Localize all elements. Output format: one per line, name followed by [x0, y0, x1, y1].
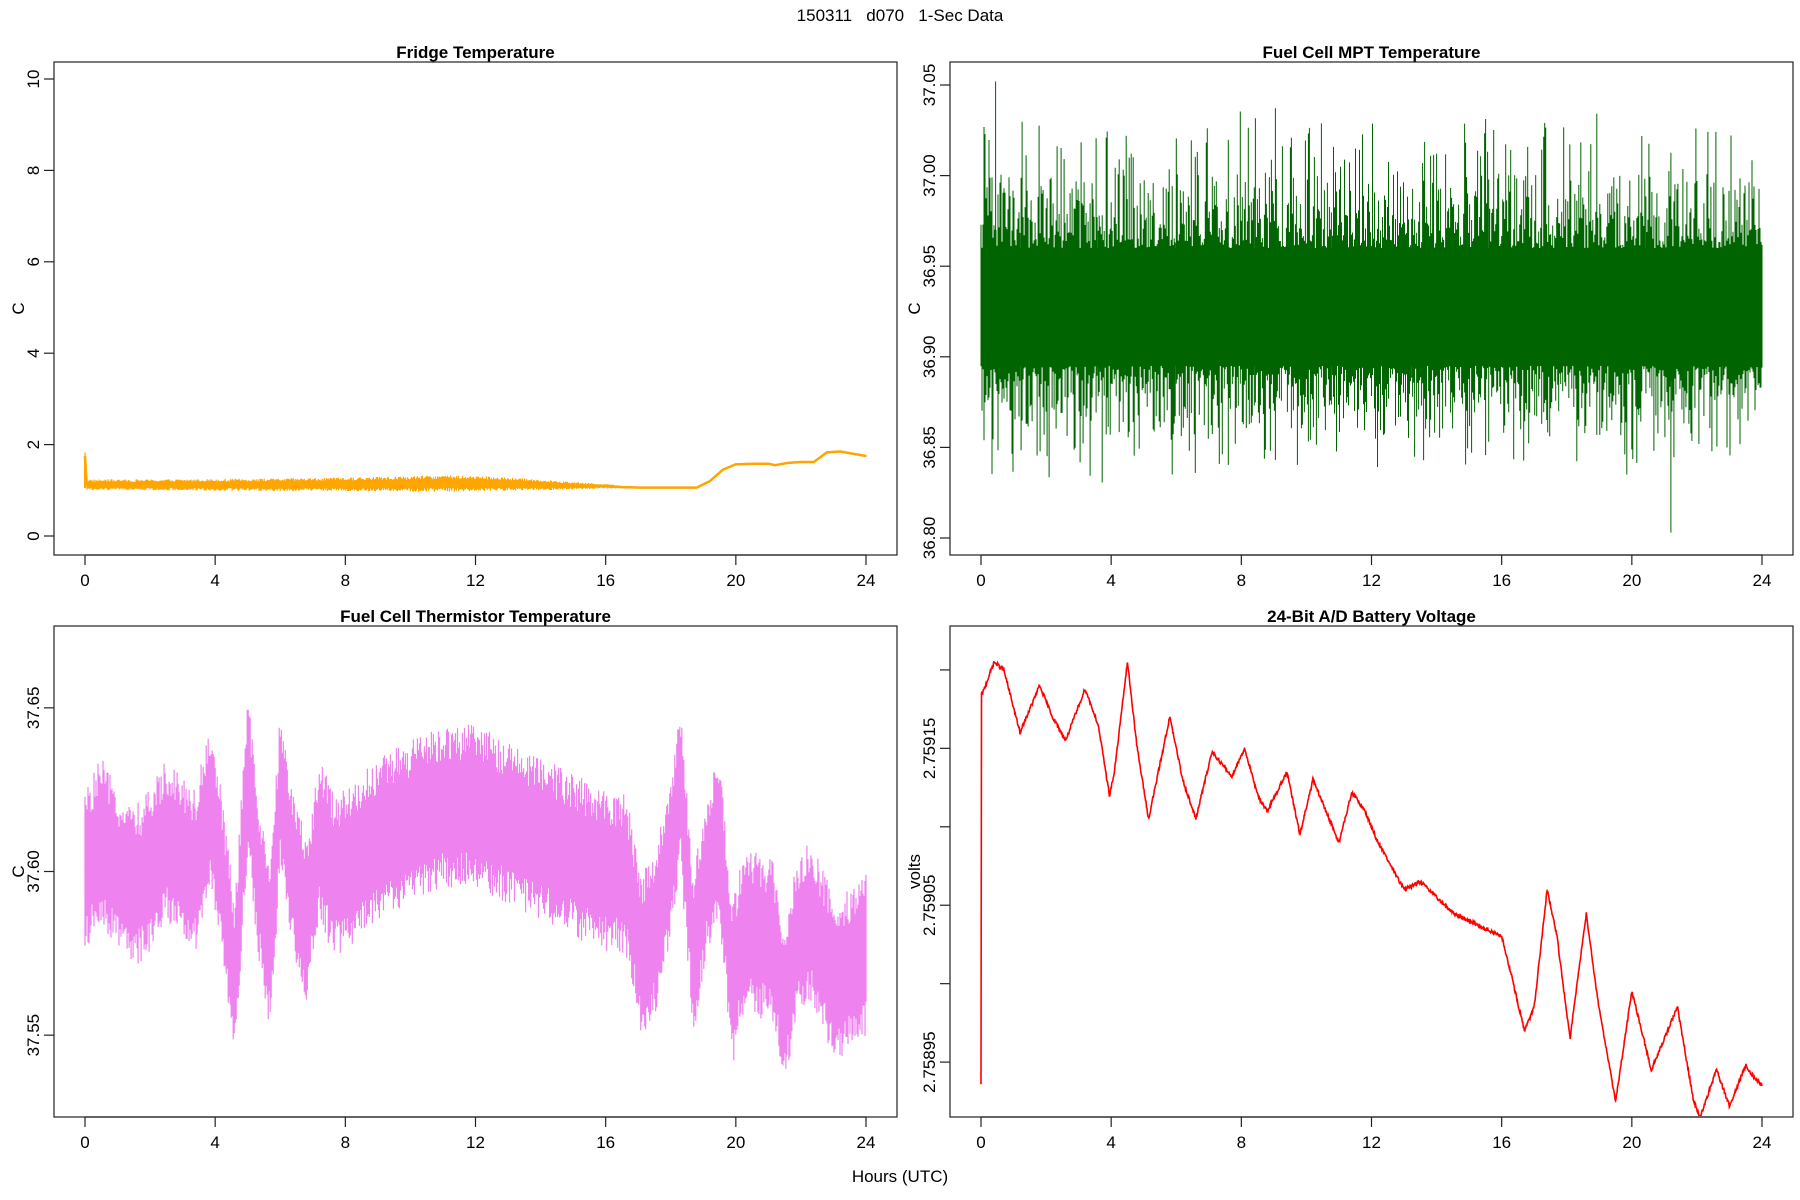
series-line: [980, 660, 1763, 1116]
x-tick-label: 12: [466, 1133, 485, 1152]
y-axis-label: C: [905, 302, 924, 314]
panel-battery: 24-Bit A/D Battery Voltage volts 0 4 8 12 16 20…: [905, 607, 1794, 1152]
x-tick-label: 4: [210, 1133, 219, 1152]
x-tick-label: 20: [726, 571, 745, 590]
y-tick-label: 8: [24, 166, 43, 175]
panel-title: Fridge Temperature: [396, 43, 554, 62]
y-axis-label: C: [9, 302, 28, 314]
x-tick-label: 0: [80, 571, 89, 590]
plot-frame: [949, 625, 1794, 1118]
y-tick-label: 2.75905: [920, 875, 939, 936]
shared-x-axis-label: Hours (UTC): [851, 1167, 949, 1186]
panel-title: Fuel Cell MPT Temperature: [1263, 43, 1481, 62]
x-tick-label: 0: [80, 1133, 89, 1152]
x-tick-label: 8: [341, 571, 350, 590]
x-tick-label: 16: [1492, 1133, 1511, 1152]
x-tick-label: 4: [1106, 571, 1115, 590]
figure-title: 150311 d070 1-Sec Data: [796, 6, 1004, 25]
y-tick-label: 37.60: [24, 850, 43, 893]
data-layer: [980, 81, 1763, 533]
y-axis-label: volts: [905, 854, 924, 889]
y-tick-label: 36.90: [920, 336, 939, 379]
y-tick-label: 37.65: [24, 687, 43, 730]
data-layer: [83, 450, 867, 492]
series-line: [83, 450, 867, 489]
panel-mpt: Fuel Cell MPT Temperature C 0 4 8 12 16 20 24 36.…: [905, 43, 1794, 590]
x-tick-label: 20: [1622, 571, 1641, 590]
x-tick-label: 4: [210, 571, 219, 590]
x-tick-label: 24: [1753, 1133, 1772, 1152]
x-tick-label: 12: [1362, 571, 1381, 590]
series-noise: [84, 709, 867, 1069]
series-core-band: [981, 248, 1762, 366]
x-tick-label: 16: [596, 1133, 615, 1152]
y-tick-label: 2: [24, 440, 43, 449]
x-tick-label: 8: [1237, 571, 1246, 590]
panel-thermistor: Fuel Cell Thermistor Temperature C 0 4 8 12 16…: [9, 607, 898, 1152]
y-tick-label: 6: [24, 257, 43, 266]
x-tick-label: 12: [1362, 1133, 1381, 1152]
y-tick-label: 2.75895: [920, 1031, 939, 1092]
panel-title: 24-Bit A/D Battery Voltage: [1267, 607, 1476, 626]
y-tick-label: 37.55: [24, 1014, 43, 1057]
data-layer: [84, 709, 867, 1069]
y-tick-label: 36.85: [920, 426, 939, 469]
y-tick-label: 4: [24, 348, 43, 357]
x-tick-label: 16: [1492, 571, 1511, 590]
y-tick-label: 36.95: [920, 245, 939, 288]
x-tick-label: 20: [726, 1133, 745, 1152]
x-tick-label: 8: [1237, 1133, 1246, 1152]
x-tick-label: 24: [1753, 571, 1772, 590]
series-line: [84, 778, 867, 1004]
y-tick-label: 2.75915: [920, 718, 939, 779]
x-tick-label: 16: [596, 571, 615, 590]
x-tick-label: 4: [1106, 1133, 1115, 1152]
y-tick-label: 37.05: [920, 64, 939, 107]
panel-title: Fuel Cell Thermistor Temperature: [340, 607, 611, 626]
x-tick-label: 8: [341, 1133, 350, 1152]
y-tick-label: 36.80: [920, 517, 939, 560]
x-tick-label: 0: [976, 1133, 985, 1152]
data-layer: [980, 660, 1763, 1116]
y-axis-label: C: [9, 865, 28, 877]
y-tick-label: 0: [24, 531, 43, 540]
y-tick-label: 10: [24, 70, 43, 89]
x-tick-label: 20: [1622, 1133, 1641, 1152]
x-tick-label: 24: [857, 571, 876, 590]
x-tick-label: 12: [466, 571, 485, 590]
y-tick-label: 37.00: [920, 154, 939, 197]
x-tick-label: 24: [857, 1133, 876, 1152]
x-tick-label: 0: [976, 571, 985, 590]
